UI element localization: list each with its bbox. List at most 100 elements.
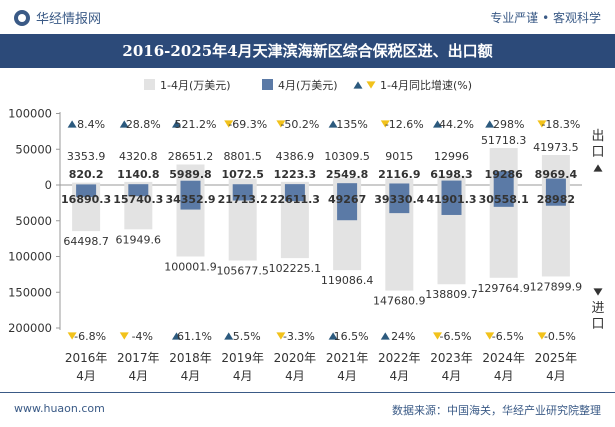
y-tick-label: 0 (45, 178, 52, 192)
bar-import-month (337, 185, 358, 221)
x-tick-label-month: 4月 (76, 369, 96, 383)
export-yoy-label: 44.2% (439, 118, 474, 131)
import-month-label: 22611.3 (270, 193, 320, 206)
brand[interactable]: 华经情报网 (14, 8, 101, 27)
bar-export-month (284, 184, 305, 185)
x-tick-label-month: 4月 (546, 369, 566, 383)
legend-up-triangle-icon (353, 81, 363, 89)
import-ytd-label: 64498.7 (63, 235, 109, 248)
tagline: 专业严谨 • 客观科学 (490, 11, 601, 25)
x-tick-label-month: 4月 (494, 369, 514, 383)
import-ytd-label: 100001.9 (164, 261, 217, 274)
import-yoy-label: -6.5% (492, 330, 524, 343)
export-yoy-triangle-icon (537, 120, 547, 128)
x-tick-label-month: 4月 (181, 369, 201, 383)
import-month-label: 28982 (537, 193, 575, 206)
y-tick-label: 150000 (8, 285, 52, 299)
export-yoy-triangle-icon (276, 120, 286, 128)
bar-export-ytd (437, 175, 466, 185)
legend-swatch-month (262, 79, 273, 90)
x-tick-label-month: 4月 (128, 369, 148, 383)
import-ytd-label: 119086.4 (321, 274, 374, 287)
bar-export-ytd (124, 181, 153, 185)
legend-label-month: 4月(万美元) (278, 79, 338, 92)
legend-swatch-ytd (144, 79, 155, 90)
x-tick-label-month: 4月 (337, 369, 357, 383)
x-tick-label-year: 2019年 (221, 351, 264, 365)
legend-label-ytd: 1-4月(万美元) (160, 79, 231, 92)
export-yoy-label: -69.3% (228, 118, 267, 131)
import-yoy-label: -0.5% (544, 330, 576, 343)
export-yoy-triangle-icon (67, 120, 77, 128)
export-ytd-label: 28651.2 (168, 150, 214, 163)
side-label-export-2: 口 (591, 145, 604, 160)
bar-export-month (180, 180, 201, 185)
bar-export-month (337, 183, 358, 185)
bar-export-month (389, 183, 410, 185)
export-month-label: 820.2 (69, 168, 104, 181)
top-bar: 华经情报网 专业严谨 • 客观科学 (0, 0, 615, 34)
x-tick-label-year: 2022年 (378, 351, 421, 365)
bar-export-month (76, 184, 97, 185)
import-yoy-label: -3.3% (283, 330, 315, 343)
import-yoy-triangle-icon (276, 332, 286, 340)
y-tick-label: 100000 (8, 107, 52, 121)
import-yoy-triangle-icon (433, 332, 442, 340)
x-tick-label-year: 2024年 (482, 351, 525, 365)
export-ytd-label: 51718.3 (481, 134, 527, 147)
export-yoy-triangle-icon (433, 120, 442, 128)
import-yoy-triangle-icon (537, 332, 547, 340)
bar-export-ytd (280, 181, 309, 185)
import-yoy-triangle-icon (328, 332, 338, 340)
export-yoy-label: 8.4% (77, 118, 105, 131)
import-month-label: 30558.1 (479, 193, 529, 206)
import-yoy-label: -4% (132, 330, 153, 343)
export-month-label: 19286 (485, 168, 524, 181)
export-yoy-triangle-icon (485, 120, 495, 128)
import-yoy-triangle-icon (172, 332, 181, 340)
title-bar (0, 34, 615, 68)
export-month-label: 1072.5 (221, 168, 263, 181)
import-yoy-label: -6.5% (440, 330, 472, 343)
export-ytd-label: 4320.8 (119, 150, 158, 163)
export-yoy-triangle-icon (172, 120, 181, 128)
brand-name: 华经情报网 (36, 12, 102, 27)
import-month-label: 39330.4 (374, 193, 424, 206)
import-yoy-triangle-icon (67, 332, 77, 340)
export-yoy-label: 135% (336, 118, 367, 131)
import-yoy-label: 24% (391, 330, 415, 343)
import-yoy-label: 16.5% (334, 330, 369, 343)
export-direction-icon (593, 164, 603, 172)
export-ytd-label: 41973.5 (533, 141, 579, 154)
bar-export-month (545, 178, 566, 185)
import-ytd-label: 105677.5 (216, 265, 269, 278)
export-yoy-label: 298% (493, 118, 524, 131)
x-tick-label-year: 2016年 (65, 351, 108, 365)
bar-export-ytd (176, 164, 205, 185)
chart: 1-4月(万美元) 4月(万美元) 1-4月同比增速(%) 100000 50000 0 5… (8, 78, 604, 383)
bar-export-month (232, 184, 253, 185)
import-yoy-triangle-icon (485, 332, 495, 340)
import-month-label: 16890.3 (61, 193, 111, 206)
export-ytd-label: 9015 (385, 150, 413, 163)
export-yoy-label: -12.6% (385, 118, 424, 131)
side-label-import-2: 口 (591, 317, 604, 332)
x-tick-label-year: 2023年 (430, 351, 473, 365)
x-tick-label-year: 2020年 (274, 351, 317, 365)
import-yoy-label: 5.5% (233, 330, 261, 343)
import-ytd-label: 127899.9 (530, 280, 583, 293)
import-ytd-label: 61949.6 (116, 233, 162, 246)
bar-export-ytd (72, 182, 101, 185)
x-tick-label-year: 2021年 (326, 351, 369, 365)
bar-export-month (128, 184, 149, 185)
bar-import-month (284, 185, 305, 202)
import-yoy-triangle-icon (119, 332, 129, 340)
x-tick-label-year: 2025年 (535, 351, 578, 365)
x-tick-label-month: 4月 (389, 369, 409, 383)
export-ytd-label: 10309.5 (324, 150, 370, 163)
legend-label-yoy: 1-4月同比增速(%) (380, 78, 472, 92)
export-yoy-triangle-icon (224, 120, 234, 128)
x-tick-label-year: 2017年 (117, 351, 160, 365)
website-link[interactable]: www.huaon.com (14, 402, 105, 415)
import-month-label: 15740.3 (113, 193, 163, 206)
